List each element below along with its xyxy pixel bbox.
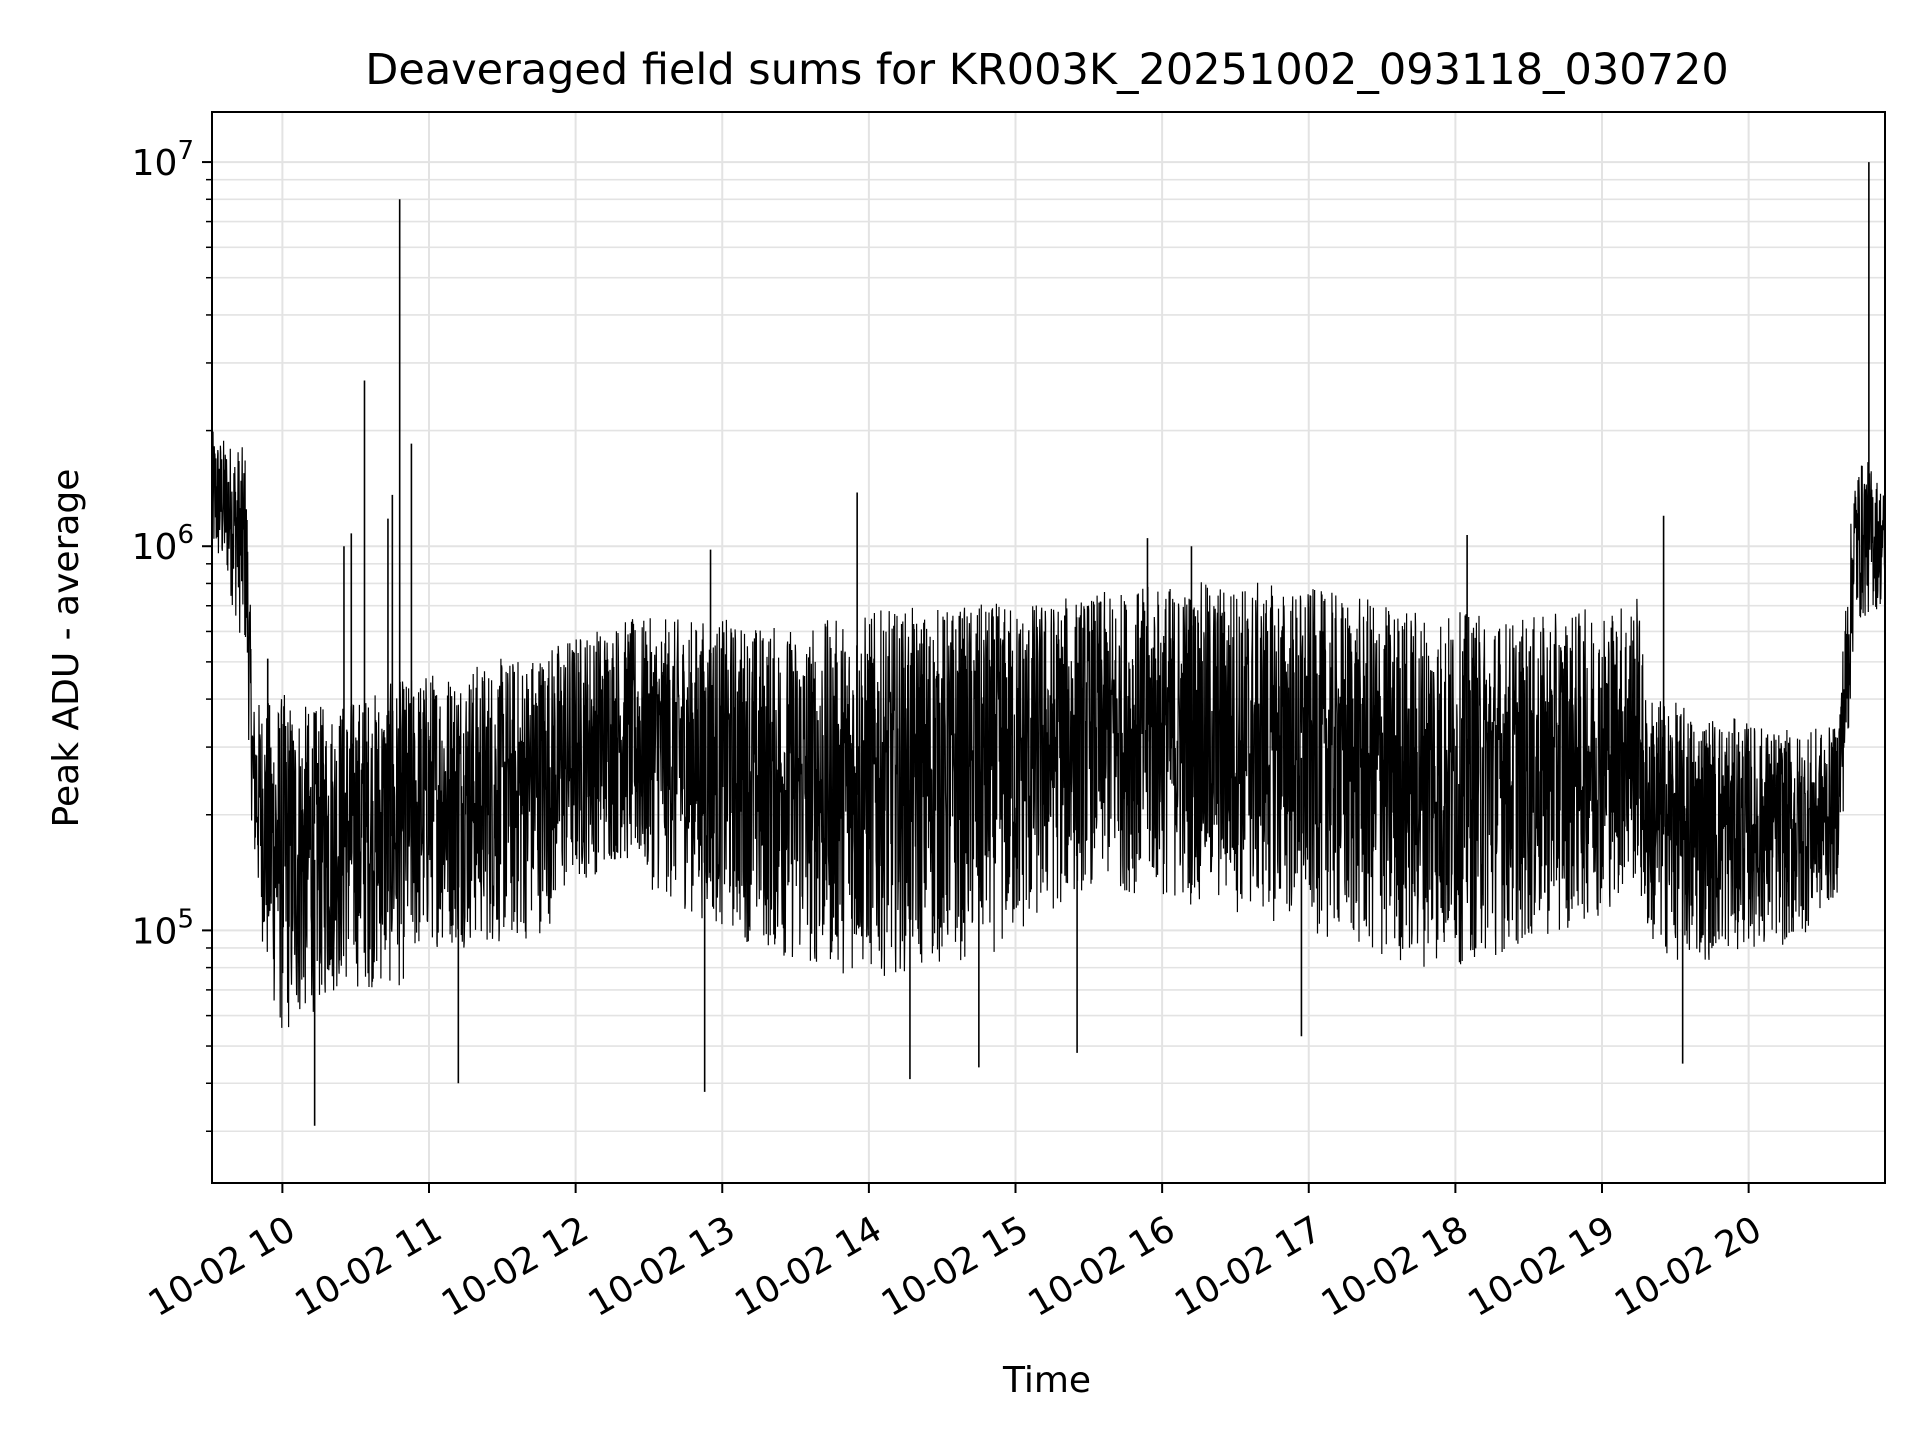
- chart-title: Deaveraged field sums for KR003K_2025100…: [365, 45, 1728, 95]
- y-tick-label: 106: [132, 520, 194, 568]
- y-tick-label: 107: [132, 136, 194, 184]
- series-line: [212, 431, 1885, 1028]
- plot-frame: [211, 111, 1886, 1184]
- y-axis-label: Peak ADU - average: [46, 469, 87, 828]
- y-tick-label: 105: [132, 904, 194, 952]
- series-trace: [212, 431, 1885, 1028]
- y-axis-ticks: 105 106 107: [132, 136, 212, 1133]
- series-spikes: [266, 162, 1870, 1126]
- x-axis-label: Time: [1002, 1360, 1091, 1401]
